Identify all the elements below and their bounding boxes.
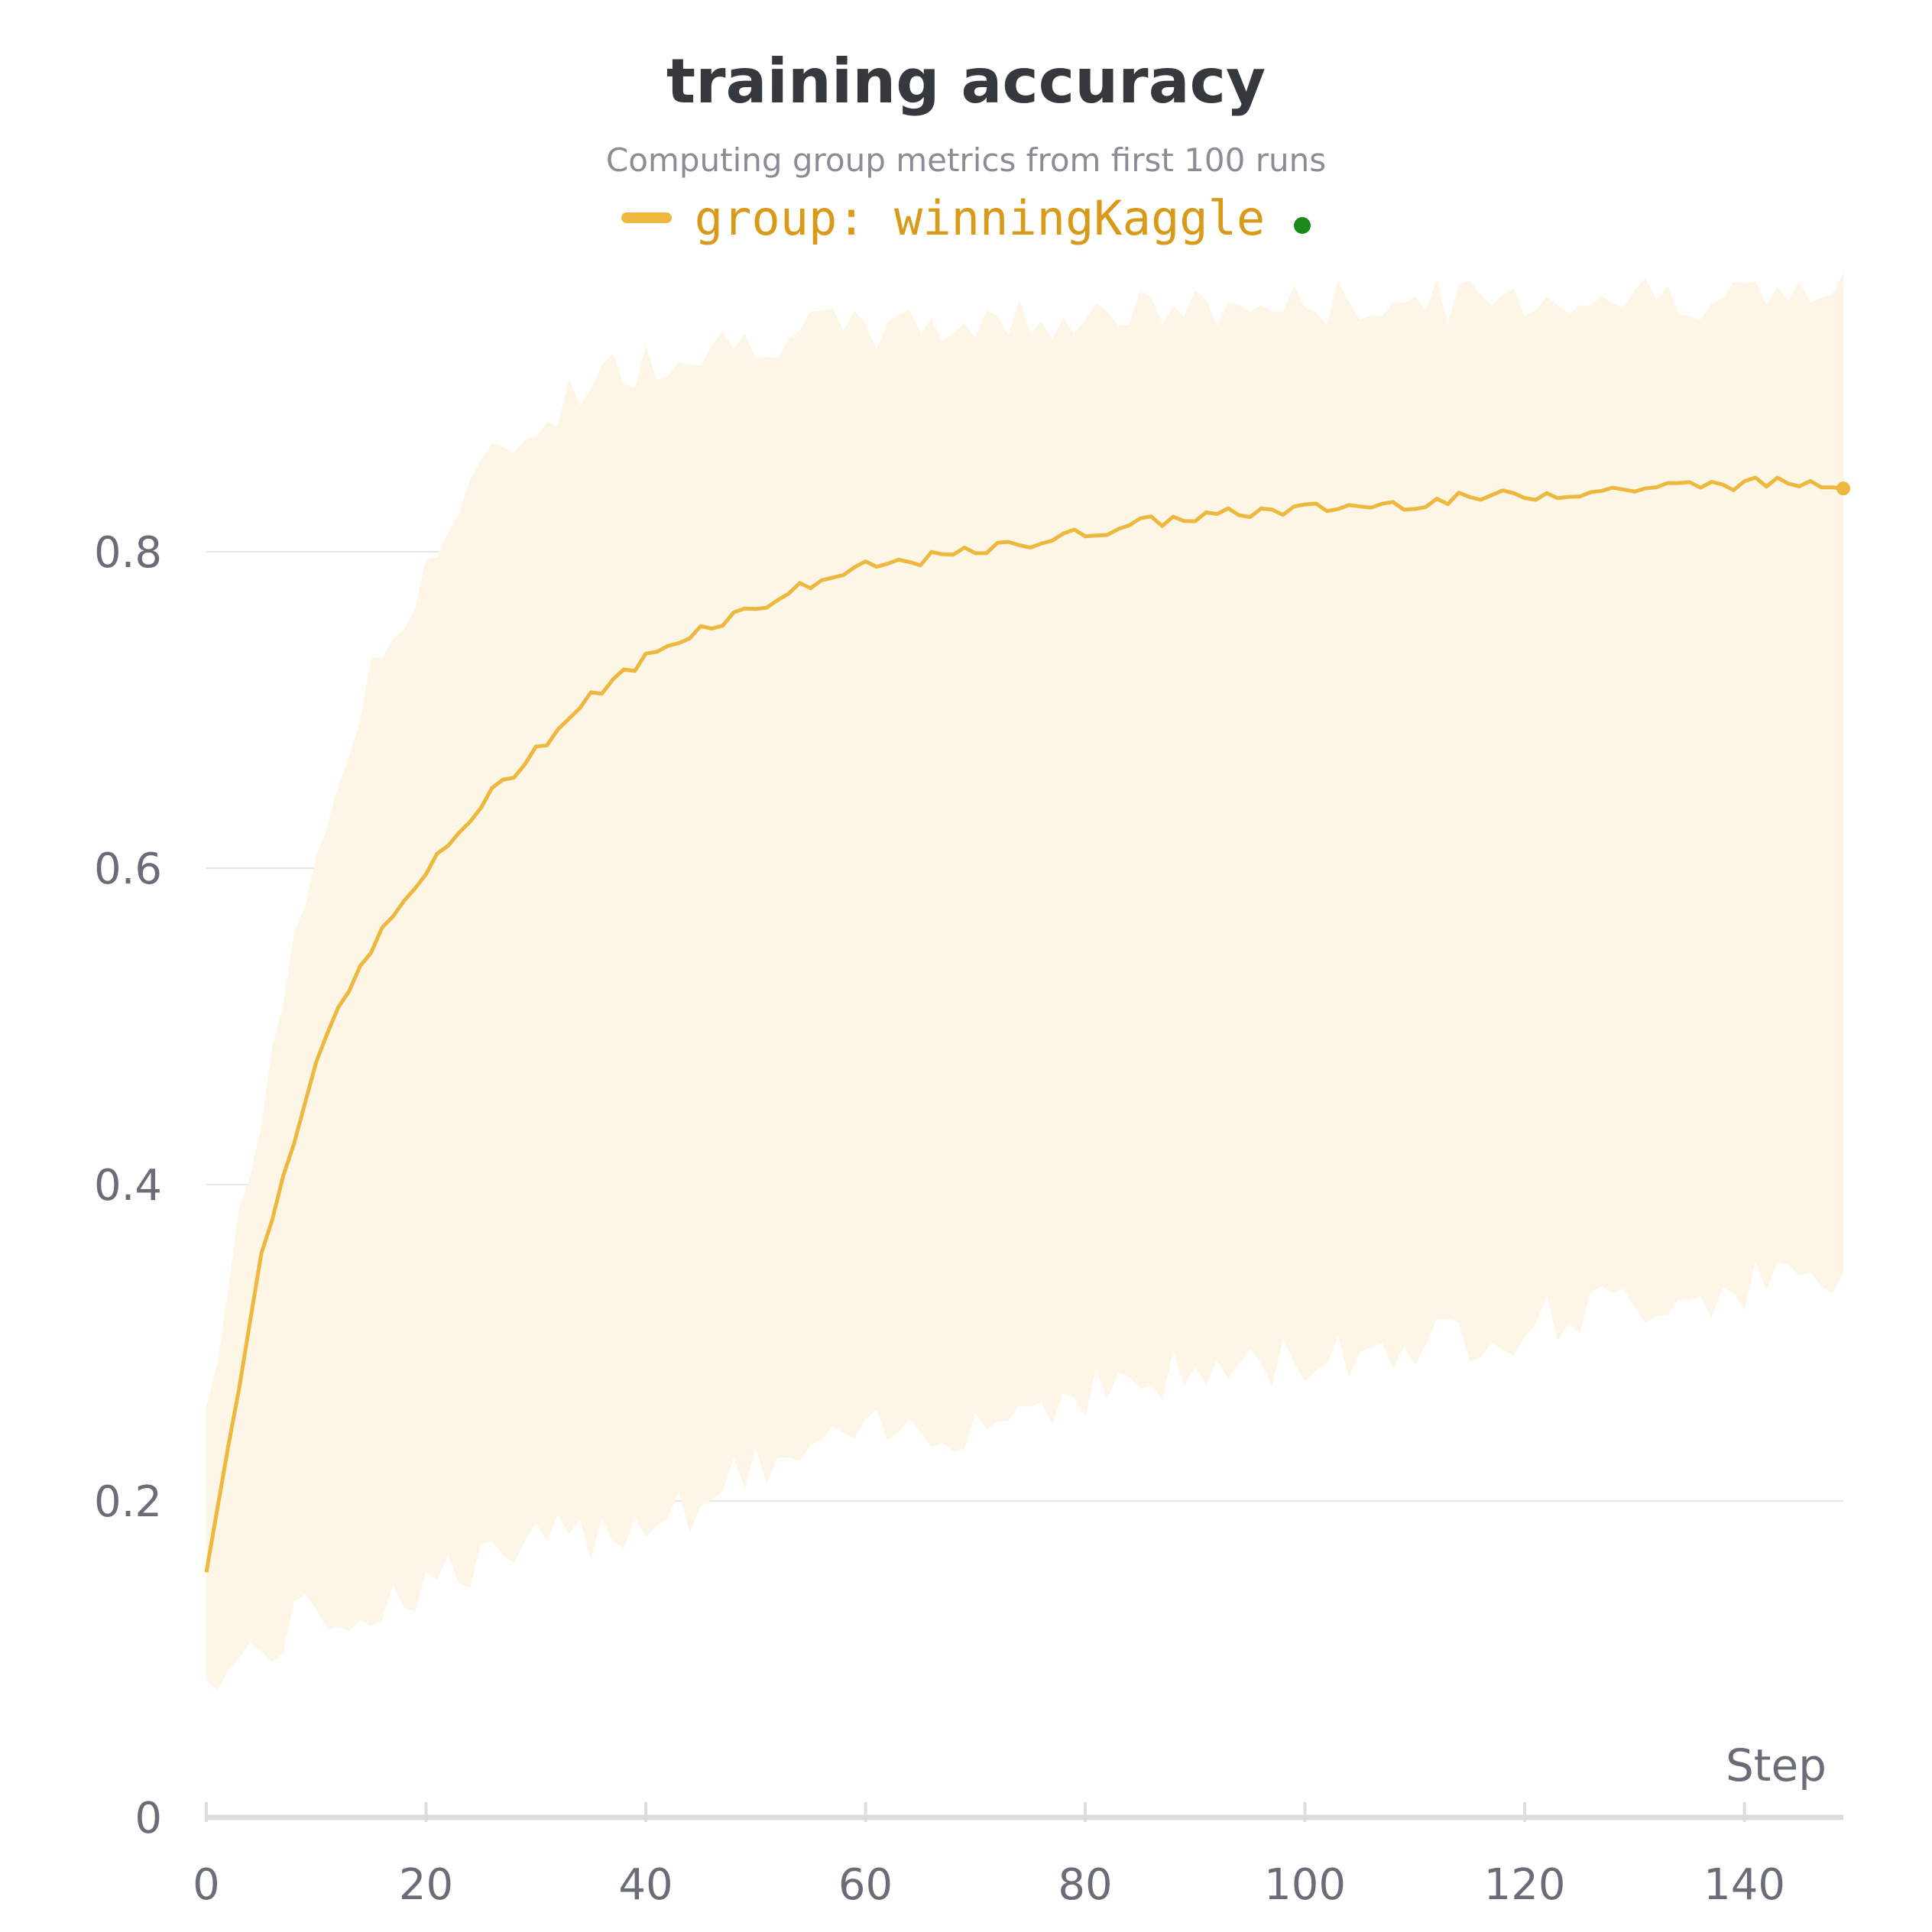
x-tick-label: 60 bbox=[838, 1860, 893, 1910]
series-line[interactable] bbox=[204, 475, 1844, 1573]
y-tick-label: 0 bbox=[135, 1794, 162, 1843]
x-tick-label: 100 bbox=[1264, 1860, 1346, 1910]
x-tick-label: 0 bbox=[193, 1860, 220, 1910]
min-max-band bbox=[206, 272, 1843, 1691]
status-dot-icon bbox=[1294, 217, 1311, 234]
x-ticks: 0 20 40 60 80 100 120 140 bbox=[193, 1802, 1785, 1910]
legend[interactable]: group: winningKaggle bbox=[0, 183, 1932, 252]
x-tick-label: 140 bbox=[1703, 1860, 1785, 1910]
x-tick-label: 20 bbox=[399, 1860, 453, 1910]
y-tick-label: 0.4 bbox=[94, 1161, 162, 1211]
y-tick-label: 0.8 bbox=[94, 528, 162, 578]
x-axis-title: Step bbox=[1726, 1739, 1827, 1791]
y-tick-label: 0.6 bbox=[94, 844, 162, 894]
x-tick-label: 80 bbox=[1058, 1860, 1112, 1910]
legend-label[interactable]: group: winningKaggle bbox=[694, 190, 1266, 246]
chart-subtitle: Computing group metrics from first 100 r… bbox=[605, 141, 1327, 179]
y-ticks: 0 0.2 0.4 0.6 0.8 bbox=[94, 528, 162, 1843]
chart-title: training accuracy bbox=[666, 46, 1266, 117]
legend-swatch bbox=[621, 212, 672, 223]
series-end-point bbox=[1836, 481, 1850, 496]
y-tick-label: 0.2 bbox=[94, 1477, 162, 1527]
x-tick-label: 120 bbox=[1484, 1860, 1566, 1910]
x-tick-label: 40 bbox=[618, 1860, 673, 1910]
